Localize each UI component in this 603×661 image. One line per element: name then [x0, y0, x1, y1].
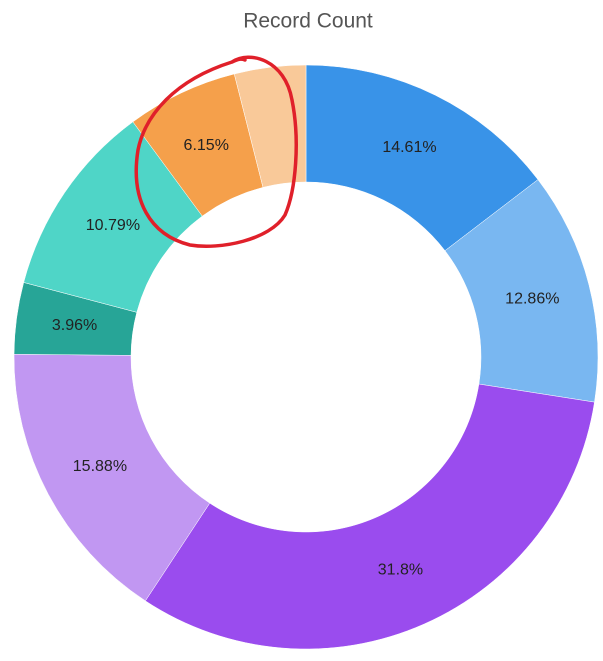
slice: [13, 353, 211, 602]
slice: [233, 64, 307, 188]
slice: [145, 383, 595, 650]
value-label: 12.86%: [505, 291, 559, 308]
labels: 14.61% 12.86% 31.8% 15.88% 3.96% 10.79% 6.15%: [52, 137, 560, 579]
slice: [305, 64, 539, 252]
value-label: 3.96%: [52, 317, 97, 334]
value-label: 10.79%: [86, 217, 140, 234]
value-label: 14.61%: [382, 139, 436, 156]
donut: [13, 64, 599, 650]
value-label: 6.15%: [184, 137, 229, 154]
value-label: 31.8%: [378, 562, 423, 579]
annotation-circle: [134, 55, 298, 248]
chart-title: Record Count: [243, 10, 373, 33]
value-label: 15.88%: [73, 458, 127, 475]
